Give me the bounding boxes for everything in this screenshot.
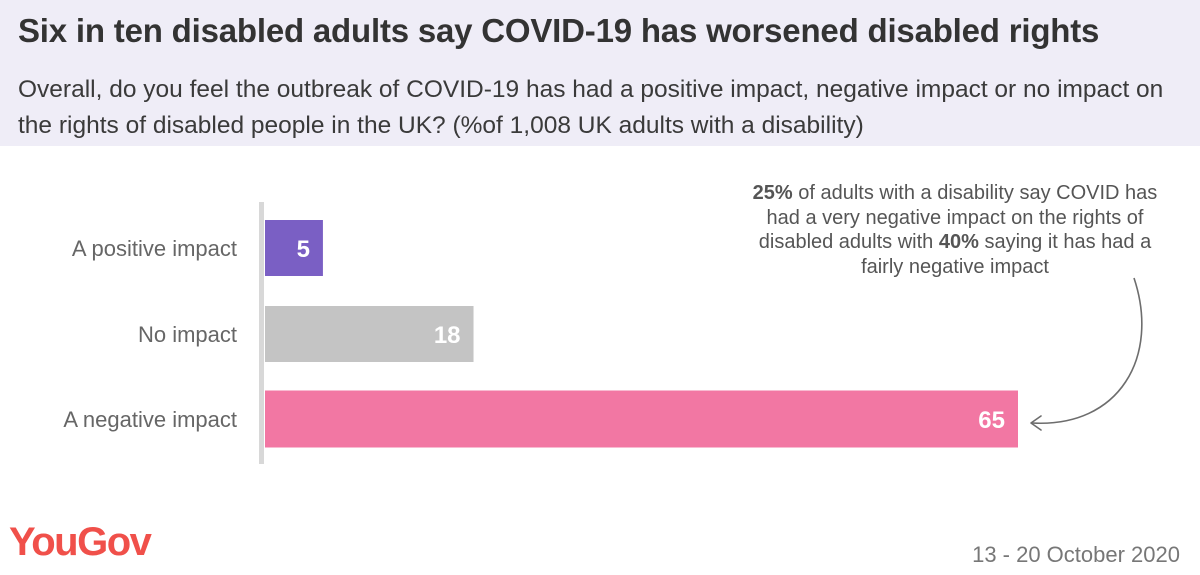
chart-annotation: 25% of adults with a disability say COVI… bbox=[735, 181, 1175, 279]
annotation-stat-fairly-negative: 40% bbox=[938, 231, 979, 253]
bar bbox=[265, 220, 323, 276]
yougov-logo: YouGov bbox=[9, 520, 152, 564]
annotation-text-1: of adults with a disability say COVID ha… bbox=[758, 182, 1158, 253]
annotation-text-2: saying it has had a fairly negative impa… bbox=[861, 231, 1152, 278]
chart-subtitle: Overall, do you feel the outbreak of COV… bbox=[18, 76, 1164, 139]
category-label: No impact bbox=[138, 322, 237, 347]
chart-title: Six in ten disabled adults say COVID-19 … bbox=[18, 12, 1100, 49]
fieldwork-date: 13 - 20 October 2020 bbox=[972, 542, 1180, 567]
header-panel: Six in ten disabled adults say COVID-19 … bbox=[0, 0, 1200, 146]
data-label: 18 bbox=[434, 322, 461, 349]
bar-chart: A positive impact 5 No impact 18 A negative … bbox=[63, 202, 1143, 464]
annotation-arrow bbox=[1031, 277, 1143, 424]
category-label: A positive impact bbox=[72, 236, 237, 261]
y-axis-line bbox=[259, 202, 264, 464]
annotation-arrowhead bbox=[1030, 415, 1042, 431]
annotation-stat-very-negative: 25% bbox=[752, 182, 793, 204]
bar bbox=[265, 390, 1018, 448]
bar bbox=[265, 306, 474, 362]
data-label: 5 bbox=[297, 236, 310, 263]
data-label: 65 bbox=[978, 407, 1005, 434]
category-label: A negative impact bbox=[63, 407, 237, 432]
